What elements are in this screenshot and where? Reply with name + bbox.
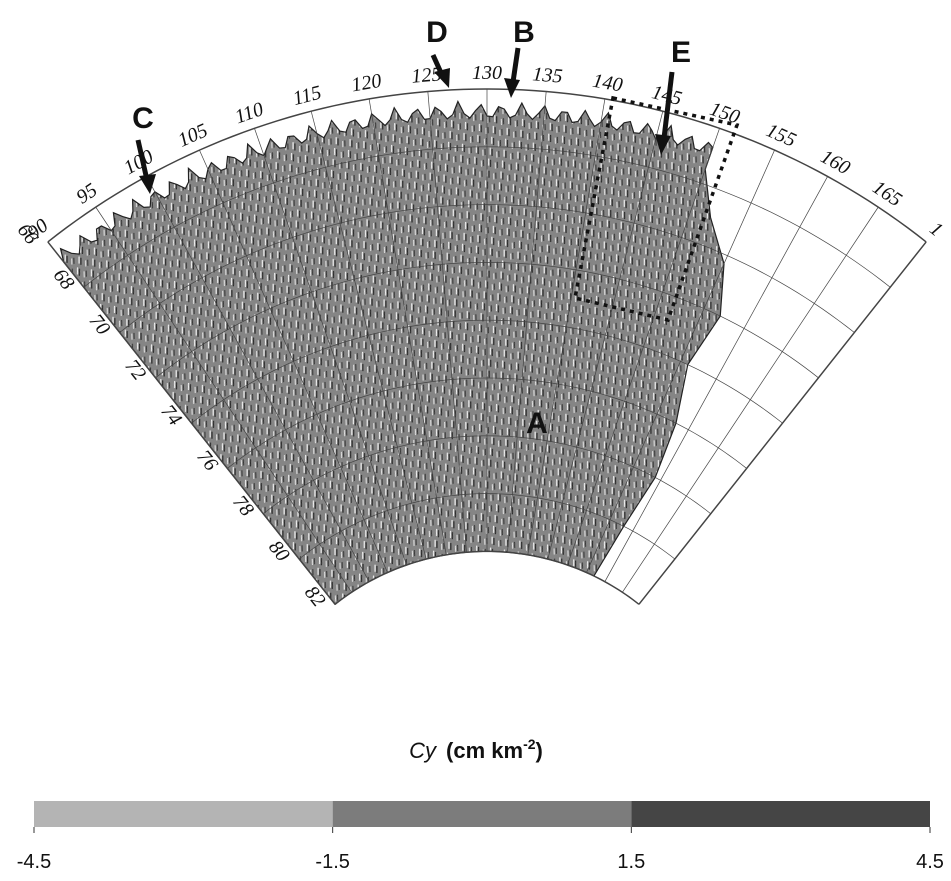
marker-label: C — [132, 102, 154, 135]
colorbar-title: Cy(cm km-2) — [409, 736, 543, 763]
colorbar-tick-label: -1.5 — [315, 851, 349, 873]
map-figure: C D B E A Cy(cm km-2) -4.5-1.51.54.5 666… — [0, 0, 951, 881]
lon-label: 130 — [472, 62, 502, 84]
colorbar-segment — [631, 801, 930, 827]
colorbar-tick-label: 1.5 — [617, 851, 645, 873]
lon-label: 125 — [411, 63, 443, 87]
marker-label: B — [513, 16, 535, 49]
colorbar-segment — [333, 801, 632, 827]
lon-label: 1 — [925, 218, 947, 241]
colorbar-tick-label: -4.5 — [17, 851, 51, 873]
lon-label: 145 — [650, 81, 685, 110]
lon-label: 110 — [232, 98, 266, 128]
colorbar: -4.5 -1.5 1.5 4.5 — [17, 801, 944, 873]
lon-label: 135 — [532, 63, 564, 87]
map-area — [61, 102, 724, 605]
lon-label: 165 — [869, 176, 906, 211]
lon-label: 95 — [72, 179, 101, 208]
lon-label: 120 — [350, 70, 383, 97]
colorbar-tick-label: 4.5 — [916, 851, 944, 873]
colorbar-segment — [34, 801, 333, 827]
lon-label: 115 — [291, 82, 324, 110]
marker-label: D — [426, 16, 448, 49]
marker-label: E — [671, 36, 691, 69]
ice-sheet — [61, 102, 724, 605]
lon-label: 140 — [591, 70, 624, 97]
marker-label: A — [526, 407, 548, 440]
